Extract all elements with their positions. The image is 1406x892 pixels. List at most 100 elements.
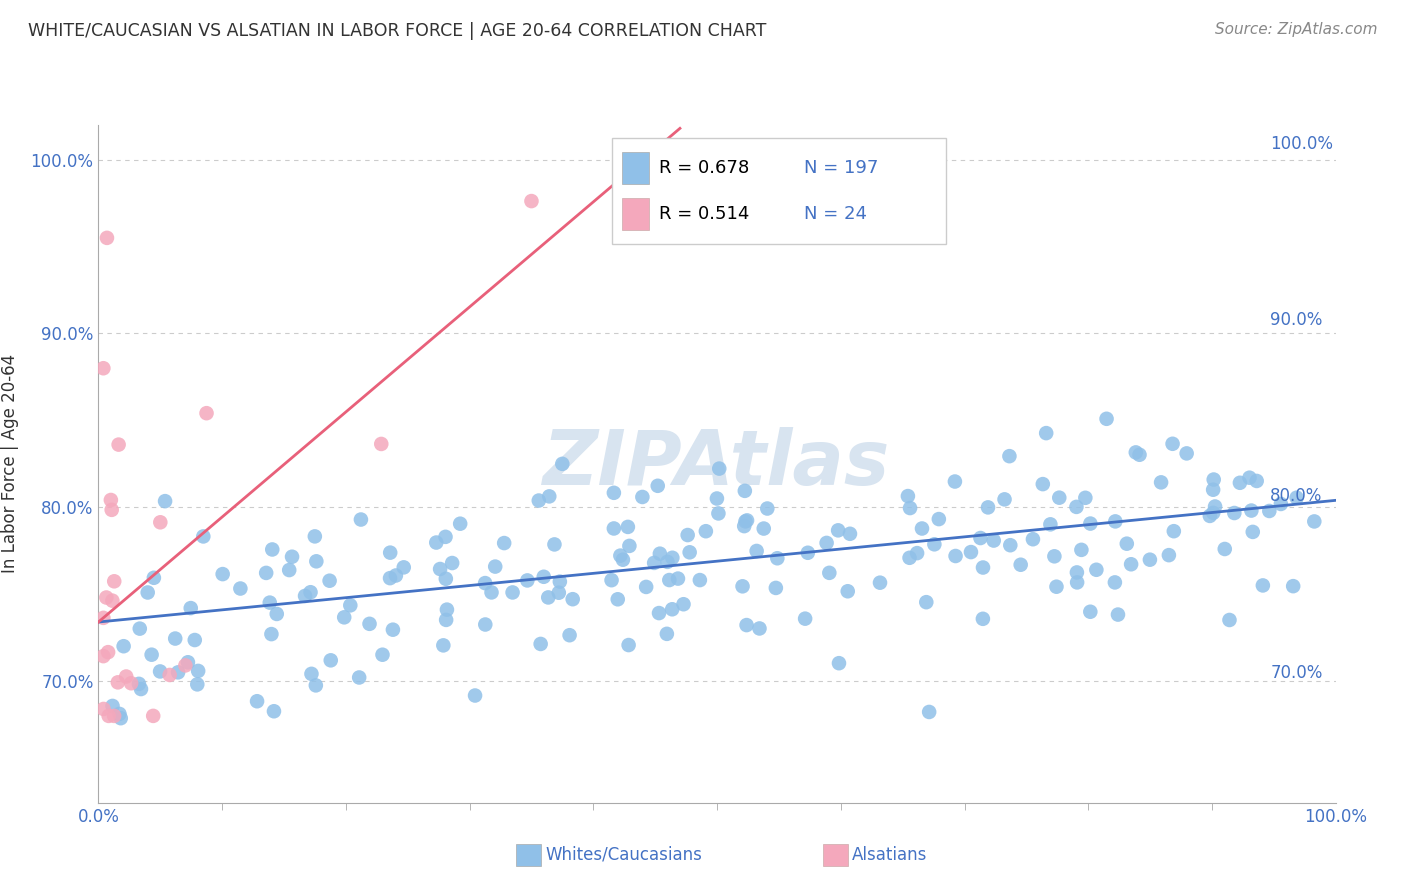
Point [257, 516, 280, 531]
Point [319, 694, 342, 708]
Text: R = 0.514: R = 0.514 [659, 205, 749, 223]
Point [1108, 536, 1130, 550]
Point [1146, 493, 1168, 508]
Point [183, 424, 205, 438]
Point [177, 689, 200, 703]
Point [1078, 432, 1101, 446]
Point [1216, 567, 1239, 582]
Point [1236, 501, 1258, 516]
Point [426, 557, 449, 571]
Point [316, 615, 339, 630]
Point [1008, 568, 1031, 582]
Point [1147, 486, 1170, 500]
Point [709, 478, 731, 492]
Point [920, 537, 942, 551]
Point [1185, 460, 1208, 475]
Point [422, 559, 444, 574]
Point [1146, 469, 1168, 483]
Point [710, 493, 733, 508]
Point [963, 479, 986, 493]
Point [808, 554, 831, 568]
Point [762, 539, 785, 553]
Point [699, 512, 721, 526]
Point [235, 655, 257, 669]
Point [624, 536, 647, 550]
Text: ZIPAtlas: ZIPAtlas [547, 414, 894, 487]
Point [219, 502, 242, 516]
Point [1026, 564, 1049, 578]
Point [395, 500, 418, 514]
Point [621, 581, 644, 595]
Point [312, 554, 335, 568]
Point [322, 595, 344, 609]
Point [484, 504, 506, 518]
Point [381, 599, 404, 613]
Point [695, 561, 717, 575]
Point [616, 561, 638, 575]
Point [169, 599, 191, 614]
Point [953, 521, 976, 535]
Point [747, 610, 769, 624]
Point [370, 642, 392, 657]
Point [657, 466, 679, 480]
Point [877, 476, 900, 491]
Point [357, 542, 380, 557]
Point [654, 544, 676, 558]
Point [246, 590, 269, 604]
Point [290, 570, 312, 584]
Text: N = 197: N = 197 [804, 159, 877, 177]
Point [252, 666, 274, 681]
Point [1011, 477, 1033, 491]
Point [433, 549, 456, 563]
Point [172, 214, 194, 228]
Point [751, 509, 773, 524]
Point [423, 611, 446, 625]
Point [567, 525, 589, 540]
Point [274, 555, 297, 569]
Point [352, 657, 374, 671]
Point [1206, 484, 1229, 499]
Point [1111, 423, 1133, 437]
Point [471, 560, 494, 574]
Point [948, 487, 970, 501]
Point [522, 524, 544, 538]
Point [554, 626, 576, 640]
Point [505, 564, 527, 578]
Point [346, 577, 368, 591]
Point [879, 539, 901, 553]
Point [1081, 434, 1104, 449]
Point [208, 574, 231, 588]
Point [734, 471, 756, 485]
Point [1070, 524, 1092, 539]
Point [219, 654, 242, 668]
Point [352, 574, 374, 588]
Point [179, 562, 201, 576]
Point [477, 544, 499, 558]
Point [183, 697, 205, 711]
Point [1074, 545, 1097, 559]
Point [179, 698, 201, 713]
Point [422, 533, 444, 548]
Point [505, 606, 527, 620]
Point [1052, 398, 1074, 412]
Point [574, 443, 596, 458]
Point [571, 563, 593, 577]
Point [187, 628, 209, 642]
Point [943, 549, 966, 563]
Point [1157, 530, 1180, 544]
Point [202, 672, 225, 686]
Point [665, 542, 688, 557]
Point [1178, 458, 1201, 472]
Point [471, 591, 494, 606]
Point [1166, 493, 1188, 508]
Point [1112, 511, 1135, 525]
Point [333, 551, 356, 566]
Point [1195, 491, 1218, 506]
Point [387, 587, 409, 601]
Point [894, 583, 917, 598]
Point [176, 480, 198, 494]
Point [997, 464, 1019, 478]
Point [1180, 491, 1202, 505]
Point [1181, 512, 1204, 526]
Point [879, 488, 901, 502]
